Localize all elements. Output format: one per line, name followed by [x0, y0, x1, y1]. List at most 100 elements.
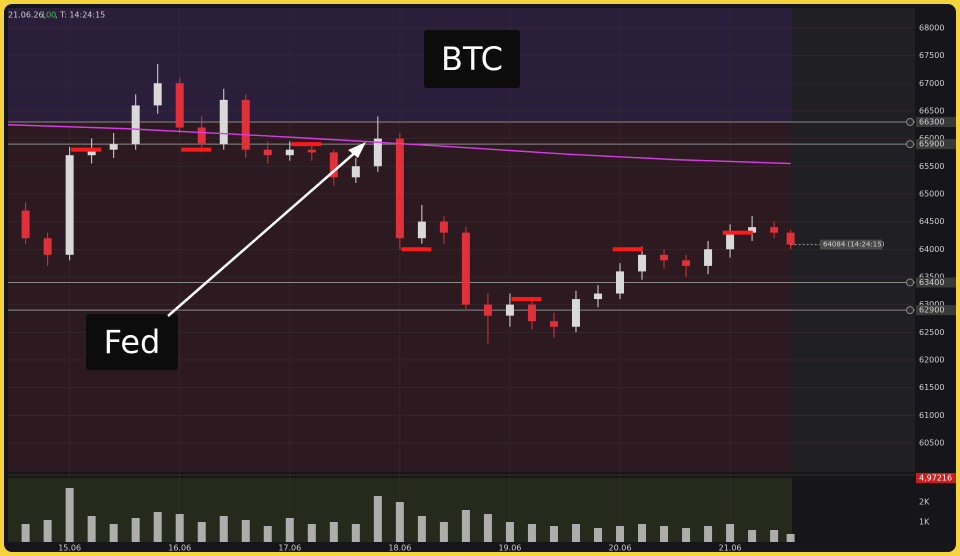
candle-body [43, 238, 52, 255]
level-handle [906, 140, 914, 149]
candle-body [770, 227, 779, 233]
candle-body [373, 138, 382, 167]
candle-body [417, 221, 426, 239]
volume-bar [285, 518, 294, 542]
candle-body [131, 105, 140, 145]
volume-bar [329, 522, 338, 542]
candle-body [219, 99, 228, 145]
volume-bar [43, 520, 52, 542]
y2-tick-label: 2K [919, 498, 930, 507]
volume-bar [153, 512, 162, 542]
poc-marker [181, 147, 212, 152]
fed-label: Fed [104, 323, 161, 361]
volume-bar [197, 522, 206, 542]
header-count: 100 [41, 11, 56, 20]
candle-body [439, 221, 448, 233]
volume-bar [263, 526, 272, 542]
volume-bar [593, 528, 602, 542]
candle-body [549, 321, 558, 327]
volume-bar [660, 526, 669, 542]
y-tick-label: 64500 [919, 217, 944, 226]
volume-bar [417, 516, 426, 542]
candle-body [616, 271, 625, 294]
y-tick-label: 60500 [919, 438, 944, 447]
candle-body [197, 127, 206, 145]
fed-arrowhead [348, 142, 366, 158]
x-tick-label: 18.06 [388, 544, 411, 553]
moving-average [7, 124, 791, 165]
candle-body [682, 260, 691, 266]
volume-bar [351, 524, 360, 542]
level-handle [906, 306, 914, 315]
volume-bar [87, 516, 96, 542]
level-label-box [916, 305, 956, 316]
poc-marker [722, 230, 753, 235]
level-label-box [916, 116, 956, 127]
header-date: 21.06.26, [8, 11, 46, 20]
volume-bar [175, 514, 184, 542]
candle-body [571, 299, 580, 327]
volume-bar [109, 524, 118, 542]
volume-bar [131, 518, 140, 542]
volume-bar [770, 530, 779, 542]
poc-marker [401, 247, 432, 252]
level-label: 62900 [919, 306, 944, 315]
volume-bar [527, 524, 536, 542]
volume-bar [616, 526, 625, 542]
volume-bar [748, 530, 757, 542]
last-price-label: 64084 (14:24:15) [823, 241, 885, 249]
volume-bar [373, 496, 382, 542]
indicator-label: 4,97216 [919, 474, 952, 483]
level-handle [906, 278, 914, 287]
y-tick-label: 65000 [919, 189, 944, 198]
volume-bar [483, 514, 492, 542]
poc-marker [291, 142, 322, 147]
volume-bar [682, 528, 691, 542]
y-tick-label: 68000 [919, 23, 944, 32]
x-tick-label: 17.06 [278, 544, 301, 553]
level-label-box [916, 277, 956, 288]
candle-body [87, 149, 96, 156]
level-handle [906, 117, 914, 126]
volume-bar [219, 516, 228, 542]
poc-marker [71, 147, 102, 152]
poc-marker [511, 297, 542, 302]
candle-body [307, 149, 316, 153]
candle-body [786, 232, 795, 245]
y-tick-label: 61000 [919, 411, 944, 420]
header-time: , T: 14:24:15 [55, 11, 105, 20]
btc-label-box [424, 30, 520, 88]
candle-body [704, 249, 713, 266]
volume-bar [571, 524, 580, 542]
x-tick-label: 21.06 [719, 544, 742, 553]
y-tick-label: 62000 [919, 355, 944, 364]
volume-bar [704, 526, 713, 542]
volume-bar [549, 526, 558, 542]
x-tick-label: 15.06 [58, 544, 81, 553]
btc-label: BTC [441, 40, 503, 78]
candle-body [483, 304, 492, 316]
volume-bar [307, 524, 316, 542]
candle-body [241, 99, 250, 150]
candle-body [461, 232, 470, 305]
y-tick-label: 66500 [919, 106, 944, 115]
y-tick-label: 62500 [919, 328, 944, 337]
candle-body [285, 149, 294, 156]
volume-bar [439, 522, 448, 542]
candle-body [726, 232, 735, 250]
candle-body [65, 155, 74, 255]
x-tick-label: 16.06 [168, 544, 191, 553]
volume-bar [461, 510, 470, 542]
x-tick-label: 19.06 [498, 544, 521, 553]
candle-body [175, 83, 184, 128]
level-label: 66300 [919, 117, 944, 126]
candle-body [593, 293, 602, 300]
indicator-label-box [916, 473, 956, 483]
candle-body [21, 210, 30, 239]
y2-tick-label: 1K [919, 518, 930, 527]
y-tick-label: 61500 [919, 383, 944, 392]
candle-body [329, 152, 338, 178]
candle-body [153, 83, 162, 106]
fed-arrow [167, 149, 359, 317]
